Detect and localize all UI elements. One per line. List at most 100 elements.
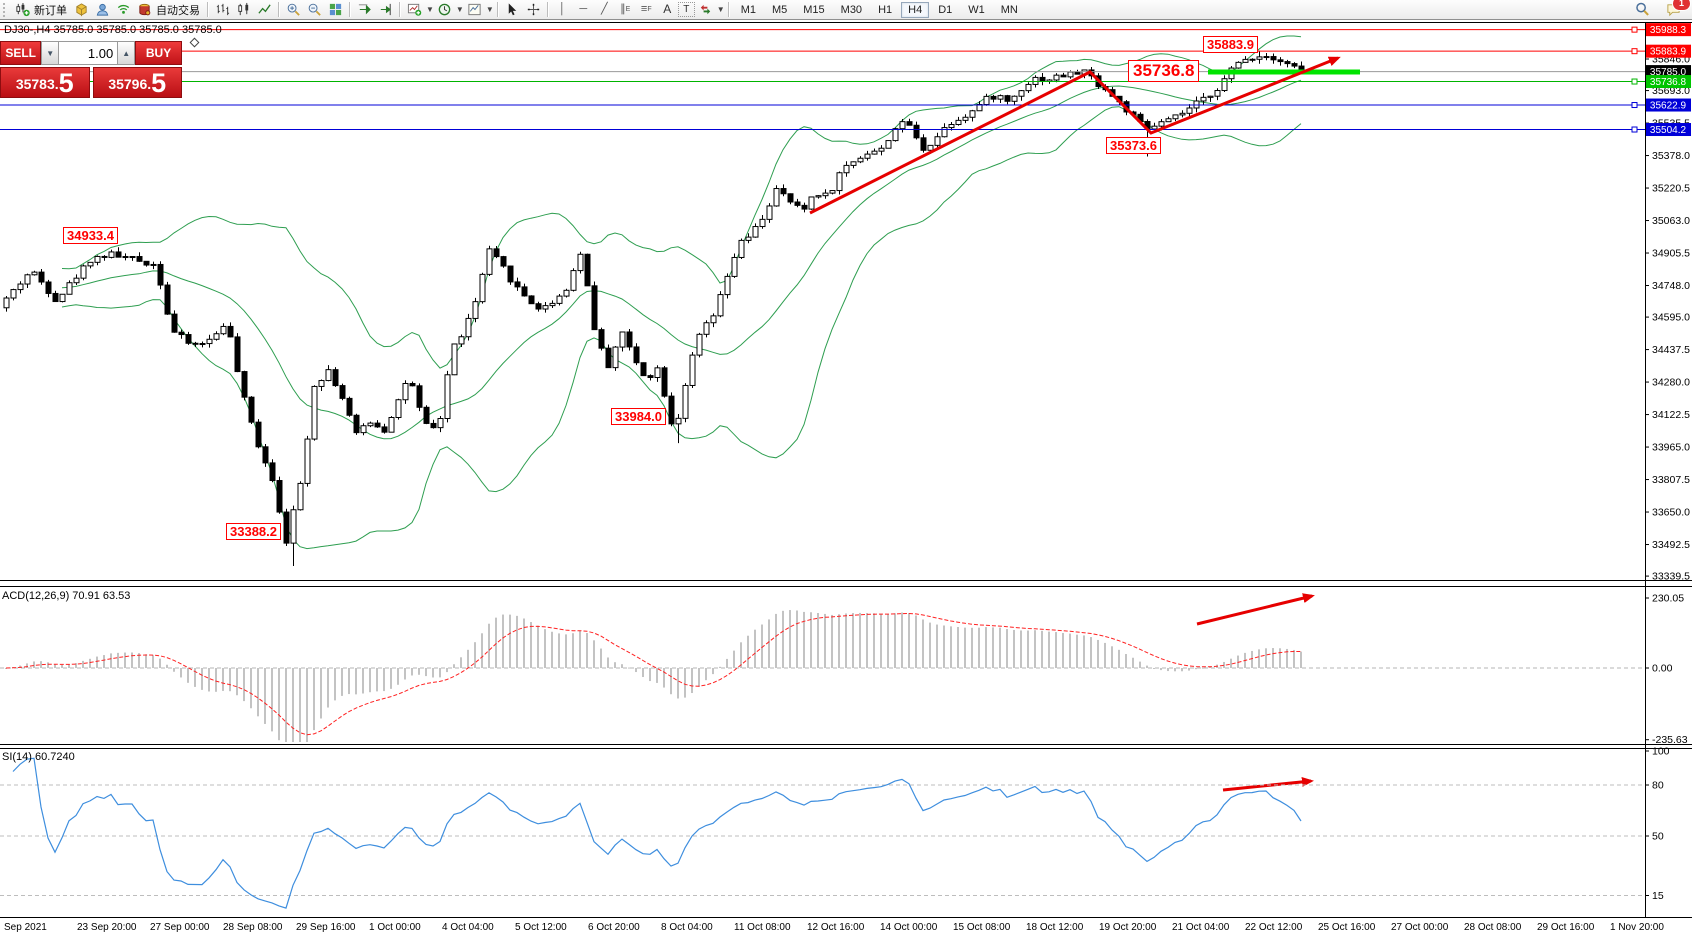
toolbar-grip (3, 2, 10, 17)
vertical-line-tool-icon[interactable]: │ (558, 3, 566, 15)
trendline-tool-icon[interactable]: ╱ (600, 3, 608, 15)
svg-text:33807.5: 33807.5 (1652, 474, 1690, 486)
timeframe-m30[interactable]: M30 (840, 3, 863, 16)
svg-text:-235.63: -235.63 (1652, 734, 1688, 746)
svg-text:15 Oct 08:00: 15 Oct 08:00 (953, 922, 1011, 933)
svg-text:35736.8: 35736.8 (1650, 77, 1687, 88)
svg-text:21 Oct 04:00: 21 Oct 04:00 (1172, 922, 1230, 933)
profile-icon[interactable] (92, 1, 113, 18)
svg-text:34595.0: 34595.0 (1652, 312, 1690, 324)
svg-text:14 Oct 00:00: 14 Oct 00:00 (880, 922, 938, 933)
indicators-icon[interactable] (404, 1, 425, 18)
candle-chart-icon[interactable] (233, 1, 254, 18)
equidistant-channel-tool-icon[interactable]: ∥ E (620, 3, 631, 15)
svg-text:28 Sep 08:00: 28 Sep 08:00 (223, 922, 283, 933)
lot-increase-button[interactable]: ▲ (117, 41, 136, 65)
periods-icon[interactable] (434, 1, 455, 18)
timeframe-d1[interactable]: D1 (938, 3, 953, 16)
trend-arrow[interactable] (809, 56, 1341, 215)
market-icon[interactable] (71, 1, 92, 18)
svg-text:27 Oct 00:00: 27 Oct 00:00 (1391, 922, 1449, 933)
price-annotation[interactable]: 35736.8 (1128, 60, 1200, 82)
price-annotation[interactable]: 33388.2 (226, 523, 281, 540)
arrows-tool-icon[interactable] (695, 1, 716, 18)
svg-text:23 Sep 20:00: 23 Sep 20:00 (77, 922, 137, 933)
tile-windows-icon[interactable] (325, 1, 346, 18)
svg-text:50: 50 (1652, 831, 1664, 843)
svg-text:29 Oct 16:00: 29 Oct 16:00 (1537, 922, 1595, 933)
svg-text:18 Oct 12:00: 18 Oct 12:00 (1026, 922, 1084, 933)
signal-icon[interactable] (113, 1, 134, 18)
sell-price-button[interactable]: 35783. 5 (0, 67, 90, 98)
periods-dropdown-arrow[interactable]: ▼ (455, 5, 464, 14)
svg-text:230.05: 230.05 (1652, 592, 1684, 604)
autotrading-label[interactable]: 自动交易 (156, 4, 200, 17)
svg-text:33650.0: 33650.0 (1652, 507, 1690, 519)
crosshair-icon[interactable] (523, 1, 544, 18)
search-icon[interactable] (1632, 1, 1653, 18)
timeframe-m5[interactable]: M5 (771, 3, 788, 16)
svg-text:80: 80 (1652, 780, 1664, 792)
main-price-panel[interactable] (0, 26, 1645, 792)
timeframe-bar: M1 M5 M15 M30 H1 H4 D1 W1 MN (733, 1, 1026, 18)
zoom-out-icon[interactable] (304, 1, 325, 18)
zoom-in-icon[interactable] (283, 1, 304, 18)
svg-text:25 Oct 16:00: 25 Oct 16:00 (1318, 922, 1376, 933)
svg-text:27 Sep 00:00: 27 Sep 00:00 (150, 922, 210, 933)
sell-button[interactable]: SELL (0, 41, 42, 65)
svg-text:11 Oct 08:00: 11 Oct 08:00 (734, 922, 791, 933)
text-tool-icon[interactable]: A (663, 2, 672, 16)
timeframe-mn[interactable]: MN (1000, 3, 1018, 16)
new-order-icon[interactable] (12, 1, 33, 18)
one-click-trading-panel: SELL ▼ ▲ BUY 35783.5 35796.5 (0, 41, 183, 98)
price-annotation[interactable]: 34933.4 (63, 227, 118, 244)
price-annotation[interactable]: 35883.9 (1203, 36, 1258, 53)
toolbar-separator (546, 2, 549, 17)
trend-arrow[interactable] (1196, 593, 1315, 626)
fibonacci-tool-icon[interactable]: ≡ F (640, 3, 652, 15)
toolbar-separator (349, 2, 351, 17)
toolbar-separator (496, 2, 499, 17)
timeframe-h4[interactable]: H4 (901, 1, 930, 18)
lot-size-input[interactable] (59, 41, 118, 65)
bar-chart-icon[interactable] (212, 1, 233, 18)
chat-icon[interactable]: 1 (1663, 0, 1691, 18)
indicators-dropdown-arrow[interactable]: ▼ (426, 5, 434, 14)
text-label-tool-icon[interactable]: T (677, 2, 695, 17)
timeframe-h1[interactable]: H1 (878, 3, 893, 16)
arrows-dropdown-arrow[interactable]: ▼ (716, 5, 725, 14)
svg-text:8 Oct 04:00: 8 Oct 04:00 (661, 922, 713, 933)
svg-text:33492.5: 33492.5 (1652, 539, 1690, 551)
timeframe-w1[interactable]: W1 (968, 3, 985, 16)
svg-text:33965.0: 33965.0 (1652, 442, 1690, 454)
line-chart-icon[interactable] (254, 1, 275, 18)
macd-panel[interactable]: 230.05 0.00 -235.63 (0, 592, 1688, 746)
rsi-panel[interactable]: 100 80 50 15 (0, 746, 1670, 909)
svg-text:34280.0: 34280.0 (1652, 377, 1690, 389)
timeframe-m1[interactable]: M1 (740, 3, 756, 16)
price-annotation[interactable]: 35373.6 (1106, 137, 1161, 154)
svg-text:35988.3: 35988.3 (1650, 25, 1687, 36)
svg-text:1 Oct 00:00: 1 Oct 00:00 (369, 922, 421, 933)
autotrading-icon[interactable] (134, 1, 155, 18)
timeframe-m15[interactable]: M15 (803, 3, 825, 16)
templates-dropdown-arrow[interactable]: ▼ (485, 5, 494, 14)
svg-text:0.00: 0.00 (1652, 663, 1673, 675)
buy-price-button[interactable]: 35796. 5 (92, 67, 182, 98)
lot-decrease-button[interactable]: ▼ (41, 41, 60, 65)
svg-text:34437.5: 34437.5 (1652, 344, 1690, 356)
notification-badge: 1 (1672, 0, 1691, 11)
svg-text:100: 100 (1652, 746, 1670, 758)
auto-scroll-icon[interactable] (354, 1, 375, 18)
horizontal-line-tool-icon[interactable]: ─ (579, 3, 588, 15)
svg-text:35378.0: 35378.0 (1652, 150, 1690, 162)
buy-button[interactable]: BUY (135, 41, 183, 65)
price-annotation[interactable]: 33984.0 (611, 408, 666, 425)
cursor-icon[interactable] (502, 1, 523, 18)
templates-icon[interactable] (464, 1, 485, 18)
toolbar-separator (207, 2, 209, 17)
chart-shift-icon[interactable] (375, 1, 396, 18)
new-order-label[interactable]: 新订单 (34, 4, 67, 17)
